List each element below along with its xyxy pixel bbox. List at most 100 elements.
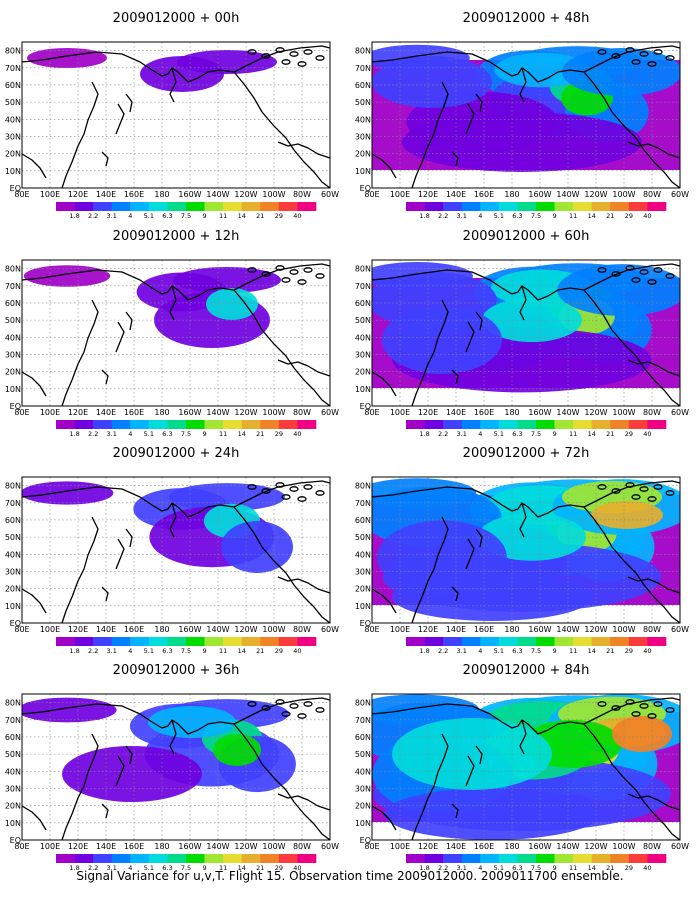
- colorbar-label: 6.3: [162, 430, 172, 438]
- colorbar-label: 2.2: [438, 647, 448, 655]
- colorbar-label: 29: [275, 430, 283, 438]
- panel-title: 2009012000 + 48h: [463, 11, 590, 26]
- colorbar-swatch: [278, 202, 298, 211]
- y-tick-label: 30N: [5, 784, 21, 793]
- y-tick-label: 50N: [5, 316, 21, 325]
- colorbar-swatch: [204, 637, 224, 646]
- x-tick-label: 100W: [262, 842, 285, 851]
- colorbar-label: 3.1: [457, 430, 467, 438]
- colorbar-label: 5.1: [494, 864, 504, 872]
- map-frame: [21, 476, 331, 624]
- panel-title: 2009012000 + 00h: [113, 11, 240, 26]
- coastline: [21, 371, 47, 397]
- colorbar-swatch: [591, 854, 611, 863]
- coastline: [233, 71, 331, 189]
- x-tick-label: 120W: [584, 190, 607, 199]
- x-tick-label: 120W: [234, 625, 257, 634]
- y-tick-label: 40N: [355, 333, 371, 342]
- colorbar-label: 14: [588, 647, 596, 655]
- variance-fill: [22, 697, 296, 802]
- colorbar-swatch: [610, 637, 630, 646]
- colorbar-label: 40: [293, 212, 301, 220]
- coastline: [475, 93, 483, 113]
- y-tick-label: 70N: [355, 64, 371, 73]
- colorbar-swatch: [130, 202, 150, 211]
- colorbar-swatch: [461, 637, 481, 646]
- x-tick-label: 180: [504, 190, 519, 199]
- y-tick-label: 60N: [355, 299, 371, 308]
- colorbar: 1.8 2.2 3.1 4 5.1 6.3 7.5 9 11 14 21 29 40: [406, 637, 667, 655]
- x-tick-label: 180: [504, 625, 519, 634]
- colorbar-swatch: [536, 854, 555, 863]
- colorbar-label: 6.3: [162, 864, 172, 872]
- y-tick-label: 40N: [5, 333, 21, 342]
- x-tick-label: 80E: [364, 408, 379, 417]
- coastline: [465, 755, 475, 787]
- map-frame: [21, 693, 331, 841]
- coastline: [101, 151, 109, 167]
- y-tick-label: 80N: [355, 699, 371, 708]
- coastline: [125, 311, 133, 331]
- colorbar-label: 11: [219, 430, 227, 438]
- colorbar-label: 40: [643, 647, 651, 655]
- y-tick-label: EQ: [360, 402, 371, 411]
- colorbar-label: 21: [606, 864, 614, 872]
- colorbar-swatch: [424, 420, 444, 429]
- variance-fill: [372, 694, 680, 840]
- map-panel: 2009012000 + 60h 80E 100E 120E 140E 160E 180 16…: [355, 229, 689, 438]
- coastline: [277, 576, 331, 594]
- colorbar-label: 7.5: [181, 430, 191, 438]
- coastline: [627, 793, 681, 811]
- colorbar-label: 14: [238, 864, 246, 872]
- colorbar-swatch: [610, 420, 630, 429]
- colorbar-label: 21: [256, 864, 264, 872]
- colorbar-swatch: [517, 637, 537, 646]
- colorbar-label: 1.8: [419, 430, 429, 438]
- y-tick-label: 80N: [5, 47, 21, 56]
- colorbar-swatch: [56, 420, 75, 429]
- colorbar: 1.8 2.2 3.1 4 5.1 6.3 7.5 9 11 14 21 29 40: [56, 202, 317, 220]
- colorbar-label: 11: [569, 864, 577, 872]
- colorbar-swatch: [628, 202, 648, 211]
- coastline: [475, 311, 483, 331]
- coastline: [519, 719, 527, 755]
- y-tick-label: 80N: [5, 265, 21, 274]
- x-tick-label: 80E: [364, 190, 379, 199]
- colorbar-swatch: [204, 420, 224, 429]
- x-tick-label: 160W: [178, 190, 201, 199]
- x-tick-label: 160W: [178, 408, 201, 417]
- coastline: [627, 141, 681, 159]
- coastline: [115, 755, 125, 787]
- coastline: [61, 733, 99, 841]
- colorbar-swatch: [647, 420, 667, 429]
- colorbar-swatch: [223, 420, 243, 429]
- x-tick-label: 140E: [96, 408, 116, 417]
- colorbar-swatch: [610, 202, 630, 211]
- x-tick-label: 60W: [321, 408, 339, 417]
- x-tick-label: 100W: [262, 625, 285, 634]
- coastline: [169, 285, 177, 321]
- map-area: [21, 476, 331, 624]
- x-tick-label: 160W: [178, 625, 201, 634]
- colorbar-swatch: [573, 420, 593, 429]
- coastline: [475, 528, 483, 548]
- colorbar-label: 11: [569, 212, 577, 220]
- coastline: [125, 528, 133, 548]
- colorbar-label: 3.1: [457, 647, 467, 655]
- colorbar-swatch: [406, 202, 425, 211]
- x-tick-label: 180: [154, 842, 169, 851]
- y-tick-label: 60N: [5, 516, 21, 525]
- x-tick-label: 120E: [68, 408, 88, 417]
- colorbar-swatch: [591, 202, 611, 211]
- colorbar-swatch: [56, 637, 75, 646]
- colorbar-label: 29: [275, 864, 283, 872]
- colorbar-label: 4: [128, 212, 132, 220]
- colorbar-swatch: [148, 202, 168, 211]
- x-tick-label: 100W: [612, 408, 635, 417]
- colorbar-label: 14: [588, 864, 596, 872]
- colorbar-label: 21: [256, 430, 264, 438]
- x-tick-label: 140W: [206, 190, 229, 199]
- x-tick-label: 100E: [390, 842, 410, 851]
- x-tick-label: 180: [154, 190, 169, 199]
